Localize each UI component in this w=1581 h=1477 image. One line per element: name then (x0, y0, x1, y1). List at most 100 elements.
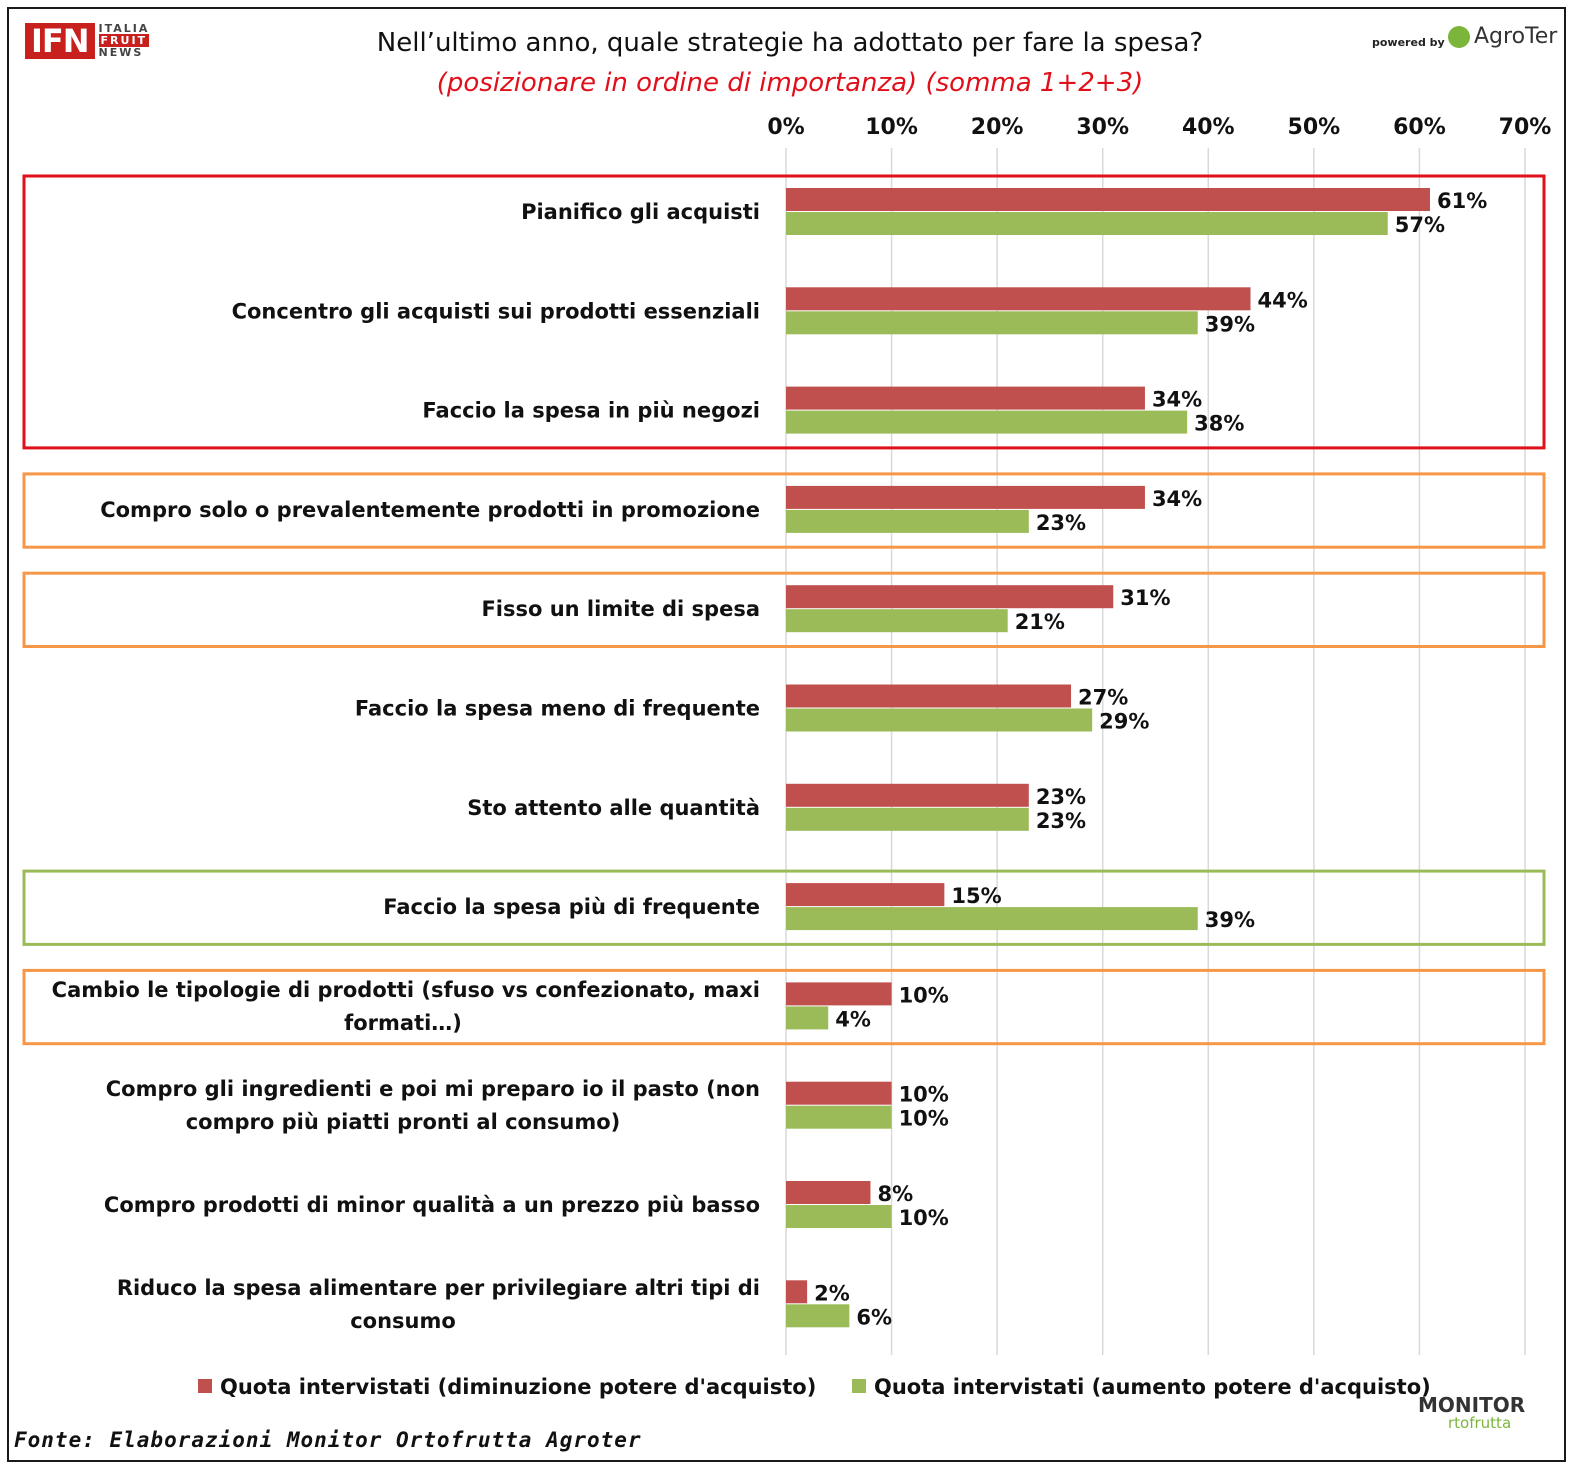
data-label-decrease: 34% (1152, 487, 1202, 511)
highlight-box-orange (22, 472, 1546, 549)
data-label-increase: 4% (835, 1007, 871, 1031)
data-label-increase: 29% (1099, 710, 1149, 734)
data-label-decrease: 23% (1036, 785, 1086, 809)
bar-decrease (786, 386, 1145, 410)
bar-decrease (786, 883, 945, 907)
x-tick-label: 40% (1182, 115, 1235, 140)
category-label: Pianifico gli acquisti (521, 200, 760, 224)
highlight-box-red (22, 174, 1546, 450)
x-tick-label: 50% (1288, 115, 1341, 140)
data-label-increase: 38% (1194, 412, 1244, 436)
category-label-line: Pianifico gli acquisti (521, 200, 760, 224)
bar-increase (786, 907, 1198, 931)
data-label-increase: 39% (1205, 312, 1255, 336)
legend-label-increase: Quota intervistati (aumento potere d'acq… (874, 1375, 1431, 1399)
bar-increase (786, 509, 1029, 533)
bar-increase (786, 1006, 829, 1030)
bar-decrease (786, 982, 892, 1006)
bar-decrease (786, 287, 1251, 311)
ifn-logo-line1: ITALIA (98, 22, 150, 35)
ifn-logo: IFN ITALIA FRUIT NEWS (25, 22, 150, 60)
category-label-line: Cambio le tipologie di prodotti (sfuso v… (52, 978, 760, 1002)
x-tick-label: 70% (1499, 115, 1552, 140)
agroter-logo: AgroTer (1448, 24, 1557, 49)
monitor-ortofrutta-logo: MONITOR rtofrutta (1418, 1393, 1526, 1432)
bar-increase (786, 410, 1188, 434)
agroter-leaf-icon (1448, 25, 1470, 48)
highlight-box-orange (22, 571, 1546, 649)
category-label-line: Faccio la spesa in più negozi (422, 399, 760, 423)
ifn-logo-text: ITALIA FRUIT NEWS (98, 22, 150, 59)
legend-swatch-decrease (198, 1379, 212, 1393)
bar-decrease (786, 1280, 808, 1304)
bar-increase (786, 1105, 892, 1129)
bar-increase (786, 1205, 892, 1228)
data-label-increase: 10% (899, 1107, 949, 1131)
x-tick-label: 0% (767, 115, 804, 140)
category-label-line: Fisso un limite di spesa (481, 597, 760, 621)
monitor-logo-main: MONITOR (1418, 1393, 1526, 1417)
category-label: Riduco la spesa alimentare per privilegi… (117, 1276, 760, 1333)
category-label: Cambio le tipologie di prodotti (sfuso v… (52, 978, 760, 1035)
x-tick-label: 60% (1393, 115, 1446, 140)
category-label-line: Concentro gli acquisti sui prodotti esse… (232, 299, 760, 323)
legend-swatch-increase (852, 1379, 866, 1393)
source-note: Fonte: Elaborazioni Monitor Ortofrutta A… (14, 1428, 642, 1452)
x-tick-label: 10% (865, 115, 918, 140)
ifn-logo-line3: NEWS (98, 46, 144, 59)
data-label-decrease: 2% (814, 1281, 850, 1305)
bar-decrease (786, 684, 1072, 708)
category-label-line: Compro gli ingredienti e poi mi preparo … (106, 1077, 760, 1101)
agroter-logo-text: AgroTer (1474, 24, 1558, 49)
data-label-decrease: 8% (877, 1182, 913, 1206)
bar-increase (786, 708, 1093, 732)
bar-increase (786, 1304, 850, 1328)
category-label-line: compro più piatti pronti al consumo) (186, 1110, 621, 1134)
data-label-decrease: 10% (899, 983, 949, 1007)
data-label-increase: 6% (856, 1305, 892, 1329)
category-label: Sto attento alle quantità (467, 796, 760, 820)
category-label: Faccio la spesa meno di frequente (355, 697, 760, 721)
bar-decrease (786, 1181, 871, 1204)
bar-increase (786, 212, 1388, 235)
data-label-decrease: 34% (1152, 388, 1202, 412)
category-label: Fisso un limite di spesa (481, 597, 760, 621)
category-label: Compro solo o prevalentemente prodotti i… (100, 498, 760, 522)
data-label-increase: 23% (1036, 809, 1086, 833)
category-label-line: formati…) (344, 1011, 462, 1035)
category-label-line: consumo (350, 1309, 456, 1333)
category-label-line: Compro solo o prevalentemente prodotti i… (100, 498, 760, 522)
x-tick-label: 30% (1076, 115, 1129, 140)
data-label-increase: 39% (1205, 908, 1255, 932)
category-label-line: Sto attento alle quantità (467, 796, 760, 820)
bar-increase (786, 807, 1029, 831)
bar-increase (786, 311, 1198, 335)
bar-decrease (786, 188, 1430, 211)
category-label-line: Compro prodotti di minor qualità a un pr… (104, 1193, 760, 1217)
data-label-decrease: 31% (1120, 586, 1170, 610)
ifn-logo-line2: FRUIT (98, 34, 150, 47)
data-label-increase: 57% (1395, 213, 1445, 237)
data-label-decrease: 61% (1437, 189, 1487, 213)
data-label-decrease: 10% (899, 1083, 949, 1107)
data-label-increase: 23% (1036, 511, 1086, 535)
highlight-box-green (22, 869, 1546, 946)
bar-decrease (786, 783, 1029, 807)
bar-decrease (786, 485, 1145, 509)
bar-increase (786, 609, 1008, 633)
x-tick-label: 20% (971, 115, 1024, 140)
data-label-decrease: 44% (1258, 288, 1308, 312)
chart-title: Nell’ultimo anno, quale strategie ha ado… (376, 28, 1204, 58)
data-label-decrease: 15% (951, 884, 1001, 908)
category-label: Concentro gli acquisti sui prodotti esse… (232, 299, 760, 323)
bar-decrease (786, 1081, 892, 1105)
category-label-line: Riduco la spesa alimentare per privilegi… (117, 1276, 760, 1300)
data-label-decrease: 27% (1078, 686, 1128, 710)
category-label: Faccio la spesa in più negozi (422, 399, 760, 423)
category-label-line: Faccio la spesa più di frequente (383, 895, 760, 919)
highlight-box-orange (22, 968, 1546, 1046)
data-label-increase: 21% (1015, 610, 1065, 634)
powered-by-label: powered by (1372, 36, 1445, 49)
category-label: Faccio la spesa più di frequente (383, 895, 760, 919)
